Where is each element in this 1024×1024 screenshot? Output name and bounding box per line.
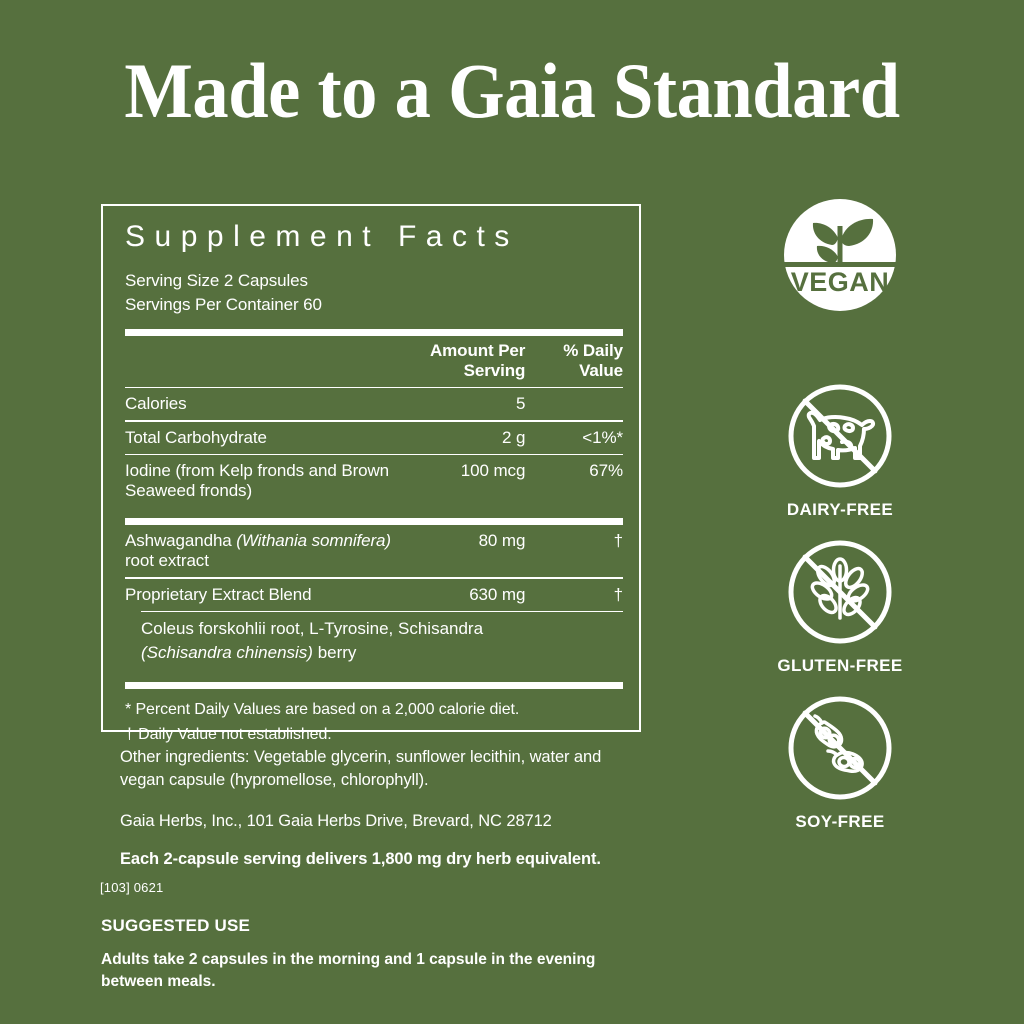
row-name: Iodine (from Kelp fronds and Brown Seawe… <box>125 461 390 501</box>
badge-dairy-free: DAIRY-FREE <box>720 380 960 520</box>
badge-soy-free: SOY-FREE <box>720 692 960 832</box>
row-daily-value: † <box>613 584 623 604</box>
row-name: Total Carbohydrate <box>125 427 267 447</box>
row-daily-value: <1%* <box>582 427 623 447</box>
row-name-tail: root extract <box>125 551 209 571</box>
badge-label: SOY-FREE <box>795 812 885 831</box>
blend-ingredients-line1: Coleus forskohlii root, L-Tyrosine, Schi… <box>141 619 484 639</box>
supplement-facts-panel: Supplement Facts Serving Size 2 Capsules… <box>101 204 641 743</box>
lot-code: [103] 0621 <box>100 880 164 895</box>
manufacturer-address: Gaia Herbs, Inc., 101 Gaia Herbs Drive, … <box>120 811 552 830</box>
divider-under-header <box>125 386 623 389</box>
blend-row: Proprietary Extract Blend 630 mg † <box>125 579 623 611</box>
table-row: Calories 5 <box>125 388 623 420</box>
row-amount: 5 <box>515 394 526 414</box>
divider-sub-ingredients <box>141 610 623 613</box>
suggested-use-section: SUGGESTED USE Adults take 2 capsules in … <box>101 916 641 994</box>
vegan-sprout-icon: VEGAN <box>781 196 899 314</box>
table-row: Ashwagandha (Withania somnifera) root ex… <box>125 525 623 577</box>
herb-rows: Ashwagandha (Withania somnifera) root ex… <box>125 525 623 577</box>
row-daily-value: † <box>613 531 623 551</box>
nutrient-rows: Calories 5 <box>125 388 623 420</box>
serving-size: Serving Size 2 Capsules <box>125 270 308 290</box>
badge-label: DAIRY-FREE <box>786 500 894 519</box>
row-amount: 100 mcg <box>460 461 526 481</box>
supplement-facts-title: Supplement Facts <box>125 220 519 253</box>
row-amount: 630 mg <box>469 584 526 604</box>
table-header-row: Amount Per Serving % Daily Value <box>125 336 623 387</box>
footnote-percent-dv: * Percent Daily Values are based on a 2,… <box>125 700 520 718</box>
row-daily-value: 67% <box>589 461 623 481</box>
table-row: Proprietary Extract Blend 630 mg † <box>125 579 623 611</box>
page-title: Made to a Gaia Standard <box>124 47 900 134</box>
servings-per-container: Servings Per Container 60 <box>125 295 322 315</box>
certification-badges: VEGAN <box>720 196 960 848</box>
row-amount: 80 mg <box>478 531 526 551</box>
nutrient-rows: Total Carbohydrate 2 g <1%* <box>125 422 623 454</box>
blend-ingredients-tail: berry <box>312 643 357 663</box>
row-name: Ashwagandha (Withania somnifera) root ex… <box>125 525 414 577</box>
row-name: Calories <box>125 394 187 414</box>
no-wheat-icon <box>788 540 892 644</box>
suggested-use-title: SUGGESTED USE <box>101 916 251 935</box>
divider-row-1 <box>125 420 623 422</box>
row-name: Proprietary Extract Blend <box>125 584 312 604</box>
label-footer-text: Other ingredients: Vegetable glycerin, s… <box>100 746 650 895</box>
blend-ingredients: Coleus forskohlii root, L-Tyrosine, Schi… <box>125 612 623 670</box>
supplement-facts-table: Amount Per Serving % Daily Value <box>125 336 623 387</box>
divider-thick-top <box>125 328 623 336</box>
table-row: Total Carbohydrate 2 g <1%* <box>125 422 623 454</box>
row-name-plain: Ashwagandha <box>125 531 237 551</box>
no-soy-icon <box>788 696 892 800</box>
row-amount: 2 g <box>501 427 526 447</box>
dry-herb-equivalent: Each 2-capsule serving delivers 1,800 mg… <box>120 849 601 868</box>
row-daily-value <box>543 388 623 420</box>
suggested-use-body: Adults take 2 capsules in the morning an… <box>101 951 596 991</box>
other-ingredients: Other ingredients: Vegetable glycerin, s… <box>120 748 602 790</box>
nutrient-rows: Iodine (from Kelp fronds and Brown Seawe… <box>125 455 623 507</box>
footnotes: * Percent Daily Values are based on a 2,… <box>125 689 623 748</box>
divider-row-2 <box>125 453 623 456</box>
header-daily-value: % Daily Value <box>563 340 623 380</box>
footnote-dagger: † Daily Value not established. <box>125 726 332 744</box>
no-cow-icon <box>788 384 892 488</box>
blend-ingredients-latin: (Schisandra chinensis) <box>141 643 313 663</box>
badge-vegan: VEGAN <box>720 196 960 346</box>
badge-label: GLUTEN-FREE <box>777 656 903 675</box>
header-amount-per-serving: Amount Per Serving <box>429 340 526 380</box>
table-row: Iodine (from Kelp fronds and Brown Seawe… <box>125 455 623 507</box>
header-blank <box>125 336 414 387</box>
divider-thick-mid <box>125 518 623 526</box>
divider-row-3 <box>125 577 623 579</box>
badge-gluten-free: GLUTEN-FREE <box>720 536 960 676</box>
row-name-latin: (Withania somnifera) <box>236 531 391 551</box>
divider-thick-bottom <box>125 681 623 689</box>
